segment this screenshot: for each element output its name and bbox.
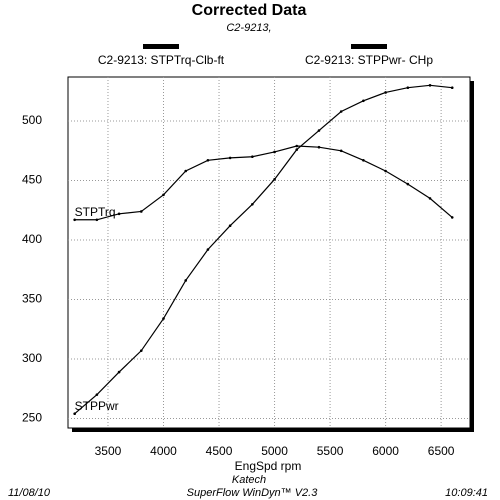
- x-axis-label: EngSpd rpm: [235, 459, 302, 473]
- point: [295, 148, 299, 151]
- point: [406, 182, 410, 186]
- footer-time: 10:09:41: [445, 487, 488, 499]
- point: [162, 193, 165, 197]
- plot-area: [67, 76, 471, 429]
- y-tick-label: 500: [22, 113, 42, 127]
- point: [317, 129, 321, 132]
- footer-date: 11/08/10: [8, 487, 51, 499]
- point: [428, 84, 432, 87]
- series-label: STPTrq: [75, 205, 116, 219]
- point: [362, 158, 365, 162]
- point: [228, 224, 232, 228]
- series-line: [74, 145, 453, 221]
- point: [162, 317, 165, 320]
- point: [273, 178, 276, 181]
- point: [450, 86, 454, 90]
- point: [339, 110, 343, 113]
- point: [95, 393, 99, 396]
- point: [273, 150, 276, 154]
- y-tick-label: 350: [22, 292, 42, 306]
- x-tick-label: 6500: [428, 444, 455, 458]
- series-line: [74, 84, 453, 415]
- point: [251, 155, 254, 159]
- x-tick-label: 3500: [95, 444, 122, 458]
- point: [206, 158, 210, 162]
- legend-label: C2-9213: STPPwr- CHp: [305, 53, 433, 67]
- x-tick-label: 4500: [206, 444, 233, 458]
- legend-swatch: [143, 44, 179, 49]
- point: [406, 86, 410, 90]
- y-tick-label: 400: [22, 232, 42, 246]
- legend-label: C2-9213: STPTrq-Clb-ft: [98, 53, 225, 67]
- point: [95, 218, 99, 222]
- x-tick-label: 5500: [317, 444, 344, 458]
- point: [184, 169, 188, 173]
- point: [317, 145, 321, 149]
- point: [339, 149, 343, 153]
- point: [117, 370, 121, 374]
- point: [228, 156, 232, 160]
- note: Katech: [232, 474, 266, 486]
- point: [139, 210, 143, 213]
- legend-swatch: [351, 44, 387, 49]
- point: [184, 279, 188, 282]
- chart-subtitle: C2-9213,: [226, 22, 271, 34]
- y-tick-label: 300: [22, 351, 42, 365]
- point: [428, 197, 432, 200]
- series-label: STPPwr: [75, 399, 119, 413]
- y-tick-label: 450: [22, 173, 42, 187]
- point: [295, 144, 299, 148]
- point: [362, 99, 365, 103]
- point: [206, 248, 210, 251]
- x-tick-label: 4000: [150, 444, 177, 458]
- x-tick-label: 6000: [372, 444, 399, 458]
- point: [73, 412, 76, 416]
- point: [251, 203, 254, 206]
- footer-software: SuperFlow WinDyn™ V2.3: [187, 487, 319, 499]
- x-tick-label: 5000: [261, 444, 288, 458]
- point: [450, 216, 454, 219]
- point: [117, 212, 121, 216]
- chart-title: Corrected Data: [192, 2, 307, 19]
- point: [139, 349, 143, 352]
- point: [384, 169, 387, 173]
- y-tick-label: 250: [22, 411, 42, 425]
- point: [384, 91, 387, 94]
- point: [73, 218, 76, 222]
